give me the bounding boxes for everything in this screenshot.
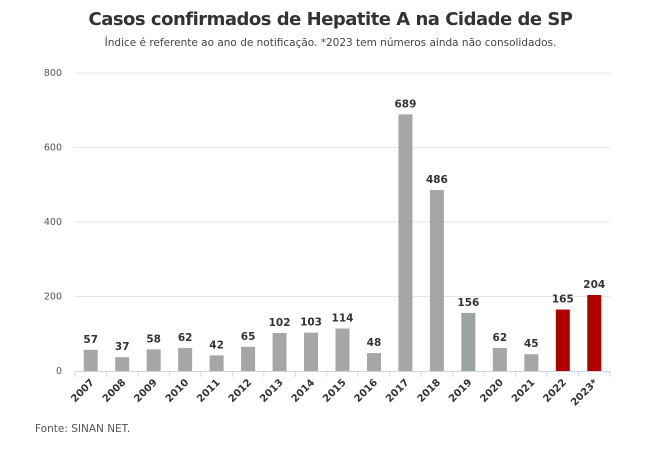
data-label: 58 [146,333,161,345]
bar-2010 [178,347,193,371]
data-label: 102 [269,317,291,329]
bar-2011 [209,355,224,371]
x-tick-label: 2008 [101,377,128,404]
bar-2021 [524,354,539,371]
data-label: 45 [524,338,539,350]
bar-2022 [555,309,570,371]
bar-2016 [366,353,381,371]
data-label: 37 [115,341,130,353]
bar-2014 [304,332,319,371]
chart-subtitle: Índice é referente ao ano de notificação… [104,37,557,49]
bar-2009 [146,349,161,371]
data-label: 62 [493,332,508,344]
x-tick-label: 2007 [69,377,96,404]
x-tick-label: 2011 [195,377,222,404]
data-label: 65 [241,331,256,343]
bar-2008 [115,357,130,371]
data-label: 103 [300,317,322,329]
x-tick-label: 2022 [541,377,568,404]
x-tick-label: 2012 [227,377,254,404]
bar-2007 [83,349,98,371]
bar-2015 [335,328,350,371]
x-tick-label: 2018 [416,377,443,404]
y-tick-label: 800 [44,68,62,79]
data-label: 689 [394,98,416,110]
bar-2023* [587,295,602,371]
x-tick-label: 2019 [447,377,474,404]
data-label: 486 [426,174,448,186]
bar-2013 [272,333,287,371]
data-label: 57 [83,334,98,346]
x-tick-label: 2015 [321,377,348,404]
bar-2017 [398,114,413,371]
x-tick-label: 2023* [569,377,601,409]
x-tick-label: 2009 [132,377,159,404]
x-tick-label: 2010 [164,377,191,404]
data-label: 48 [367,337,382,349]
x-tick-label: 2013 [258,377,285,404]
data-label: 165 [552,294,574,306]
bar-2012 [241,346,256,371]
data-label: 62 [178,332,193,344]
x-tick-label: 2021 [510,377,537,404]
bar-2020 [492,347,507,371]
data-label: 204 [583,279,605,291]
source-note: Fonte: SINAN NET. [35,423,131,435]
x-tick-label: 2014 [290,377,317,404]
data-label: 156 [457,297,479,309]
bar-2018 [429,189,444,371]
data-label: 114 [332,313,354,325]
data-label: 42 [209,339,224,351]
x-tick-label: 2016 [353,377,380,404]
x-tick-label: 2020 [479,377,506,404]
y-tick-label: 400 [44,217,62,228]
chart-title: Casos confirmados de Hepatite A na Cidad… [88,9,573,30]
x-tick-label: 2017 [384,377,411,404]
y-tick-label: 0 [56,366,62,377]
y-tick-label: 200 [44,292,62,303]
bar-2019 [461,312,476,371]
y-tick-label: 600 [44,143,62,154]
